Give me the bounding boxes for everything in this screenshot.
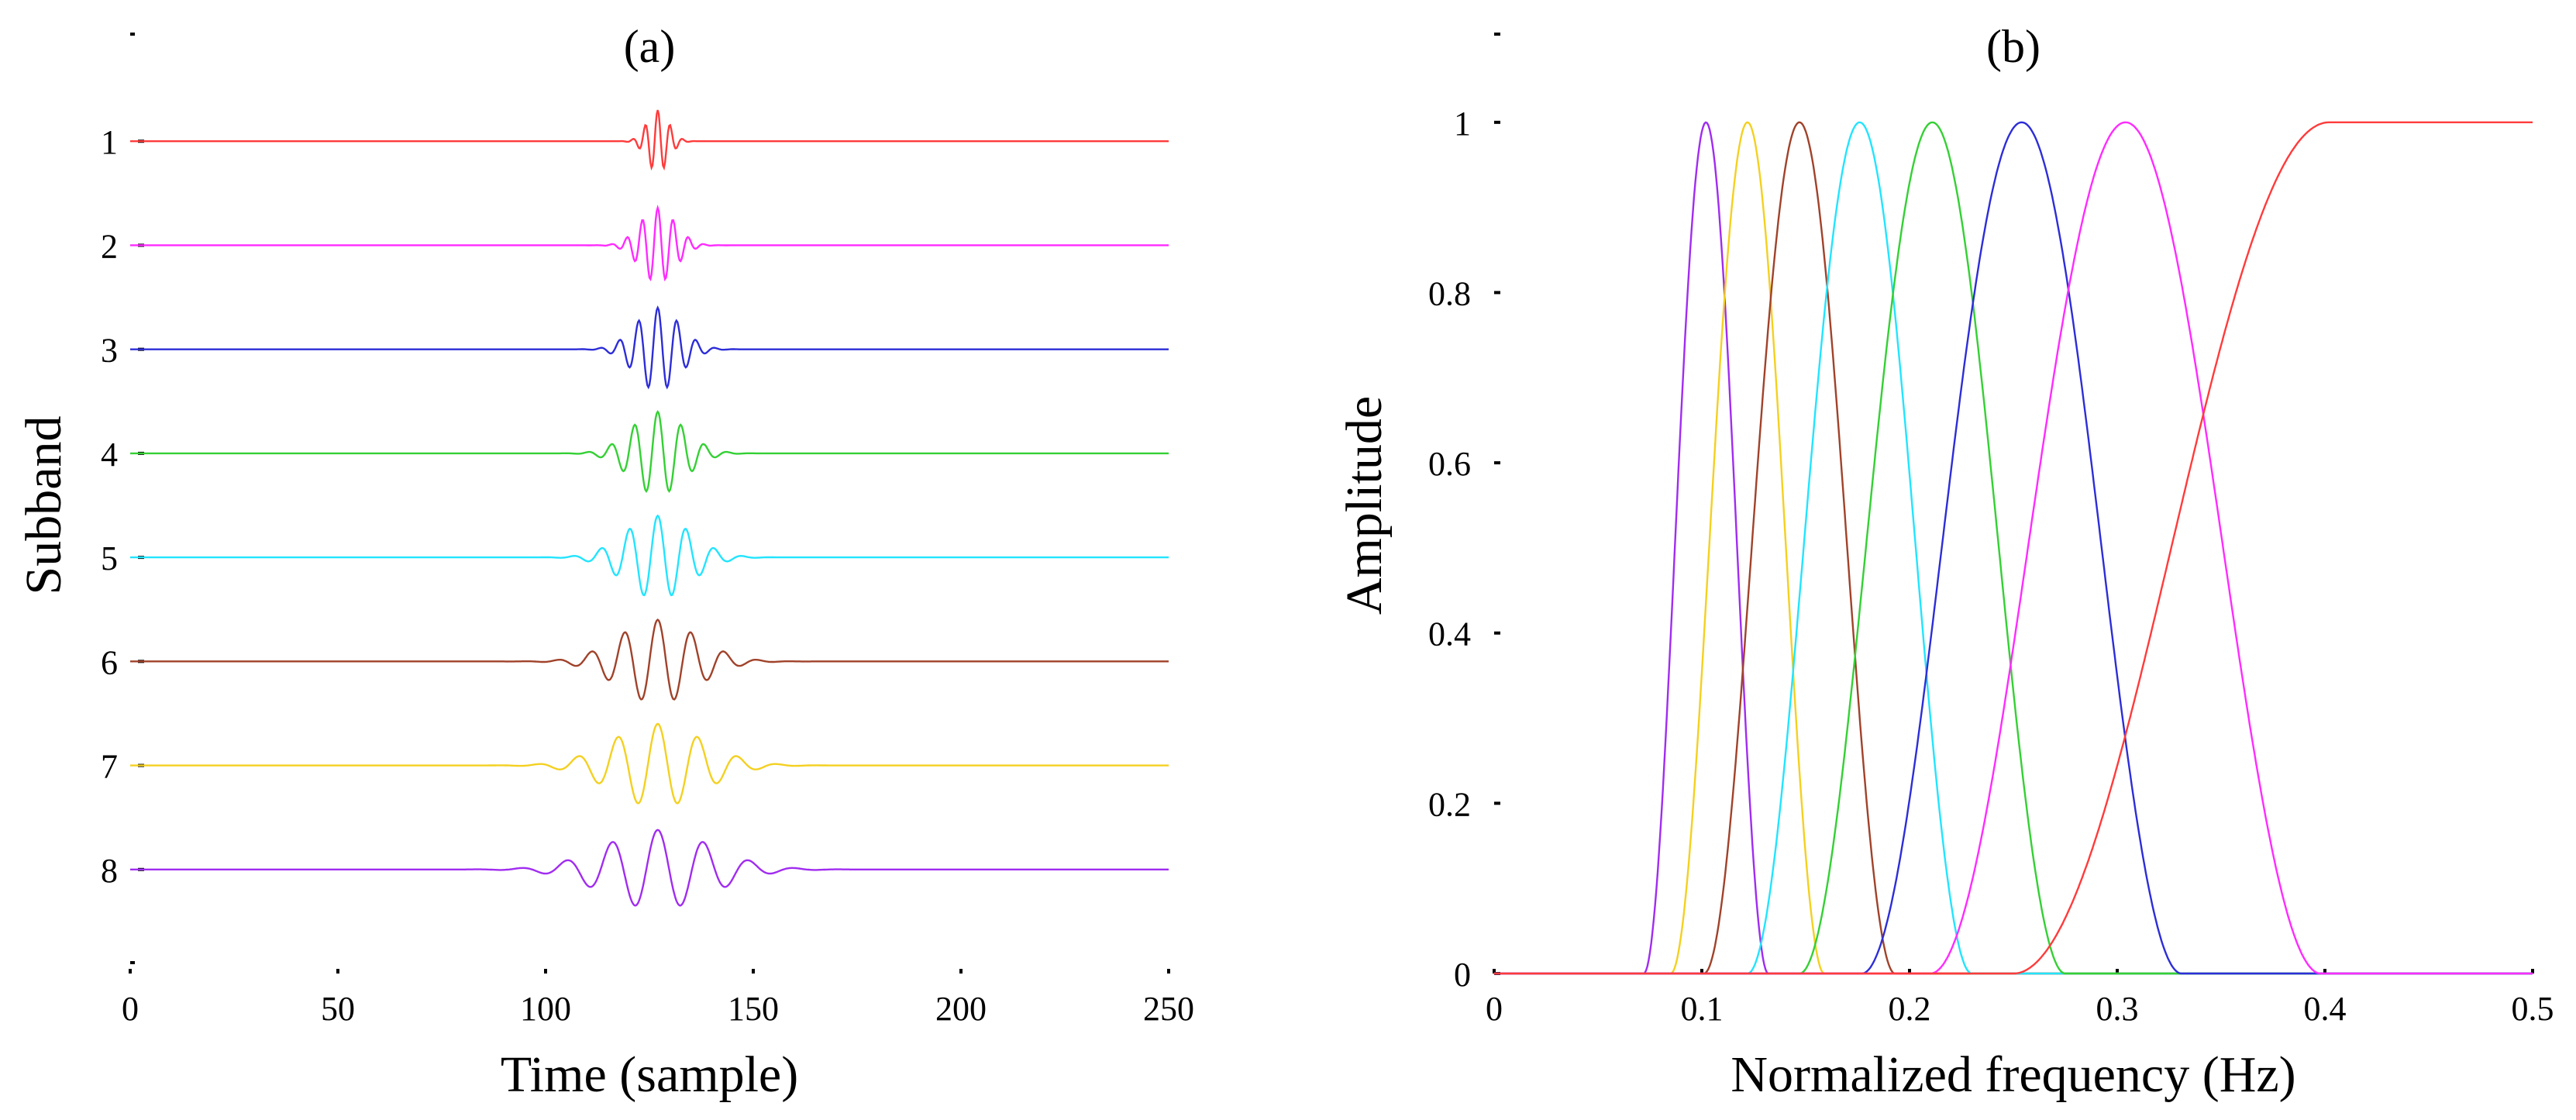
panel-b-ytick-label-2: 0.4 <box>1428 615 1471 653</box>
panel-a-y-axis-label: Subband <box>15 416 72 595</box>
plot-area-b <box>1494 37 2533 974</box>
panel-a-xtick-label-0: 0 <box>122 990 139 1028</box>
panel-a-xtick-label-4: 200 <box>935 990 987 1028</box>
panel-b-xtick-label-3: 0.3 <box>2096 990 2139 1028</box>
panel-a-series-line-7 <box>130 722 1169 805</box>
panel-b-x-axis-label: Normalized frequency (Hz) <box>1731 1046 2295 1103</box>
panel-b-xtick-label-2: 0.2 <box>1889 990 1931 1028</box>
panel-a-xtick-label-1: 50 <box>321 990 355 1028</box>
plot-area-a <box>130 37 1169 974</box>
panel-a-series <box>130 109 1169 907</box>
panel-a-ticks: 0 50 100 150 200 250 1 2 3 4 5 6 7 8 <box>101 33 1194 1028</box>
panel-b: (b) 0 0.1 0.2 0.3 0.4 0.5 0 0.2 0.4 0.6 0.8 1 Norma… <box>1336 21 2554 1103</box>
panel-a-ytick-label-0: 1 <box>101 123 118 161</box>
panel-a-ytick-label-7: 8 <box>101 852 118 890</box>
panel-a-ytick-label-6: 7 <box>101 748 118 786</box>
panel-a-ytick-label-1: 2 <box>101 227 118 265</box>
panel-a-ytick-label-3: 4 <box>101 436 118 474</box>
panel-b-ytick-label-1: 0.2 <box>1428 785 1471 823</box>
panel-b-series-line-8 <box>1494 121 2533 975</box>
panel-a-xtick-label-5: 250 <box>1143 990 1194 1028</box>
panel-b-xtick-label-1: 0.1 <box>1681 990 1724 1028</box>
panel-b-ytick-label-4: 0.8 <box>1428 274 1471 312</box>
panel-b-ytick-label-5: 1 <box>1454 105 1471 143</box>
panel-a-ytick-label-2: 3 <box>101 332 118 370</box>
panel-b-series <box>1494 121 2533 975</box>
panel-b-xtick-label-4: 0.4 <box>2304 990 2347 1028</box>
panel-a: (a) 0 50 100 150 200 250 1 2 3 4 5 6 7 8 Time (sample… <box>15 21 1194 1103</box>
panel-a-x-axis-label: Time (sample) <box>501 1046 798 1103</box>
panel-b-y-axis-label: Amplitude <box>1336 396 1393 615</box>
panel-b-xtick-label-5: 0.5 <box>2512 990 2554 1028</box>
panel-a-title: (a) <box>624 21 676 72</box>
panel-b-ytick-label-0: 0 <box>1454 956 1471 994</box>
panel-b-title: (b) <box>1986 21 2040 72</box>
panel-b-ytick-label-3: 0.6 <box>1428 445 1471 483</box>
panel-a-xtick-label-2: 100 <box>520 990 571 1028</box>
panel-a-series-line-2 <box>130 205 1169 282</box>
panel-a-series-line-3 <box>130 305 1169 390</box>
panel-a-xtick-label-3: 150 <box>728 990 779 1028</box>
panel-b-ticks: 0 0.1 0.2 0.3 0.4 0.5 0 0.2 0.4 0.6 0.8 1 <box>1428 33 2554 1028</box>
panel-a-series-line-5 <box>130 514 1169 597</box>
panel-a-series-line-4 <box>130 409 1169 493</box>
panel-a-series-line-6 <box>130 619 1169 701</box>
panel-a-ytick-label-5: 6 <box>101 643 118 681</box>
panel-a-ytick-label-4: 5 <box>101 539 118 577</box>
panel-b-xtick-label-0: 0 <box>1486 990 1503 1028</box>
panel-a-series-line-8 <box>130 829 1169 907</box>
panel-a-series-line-1 <box>130 109 1169 171</box>
